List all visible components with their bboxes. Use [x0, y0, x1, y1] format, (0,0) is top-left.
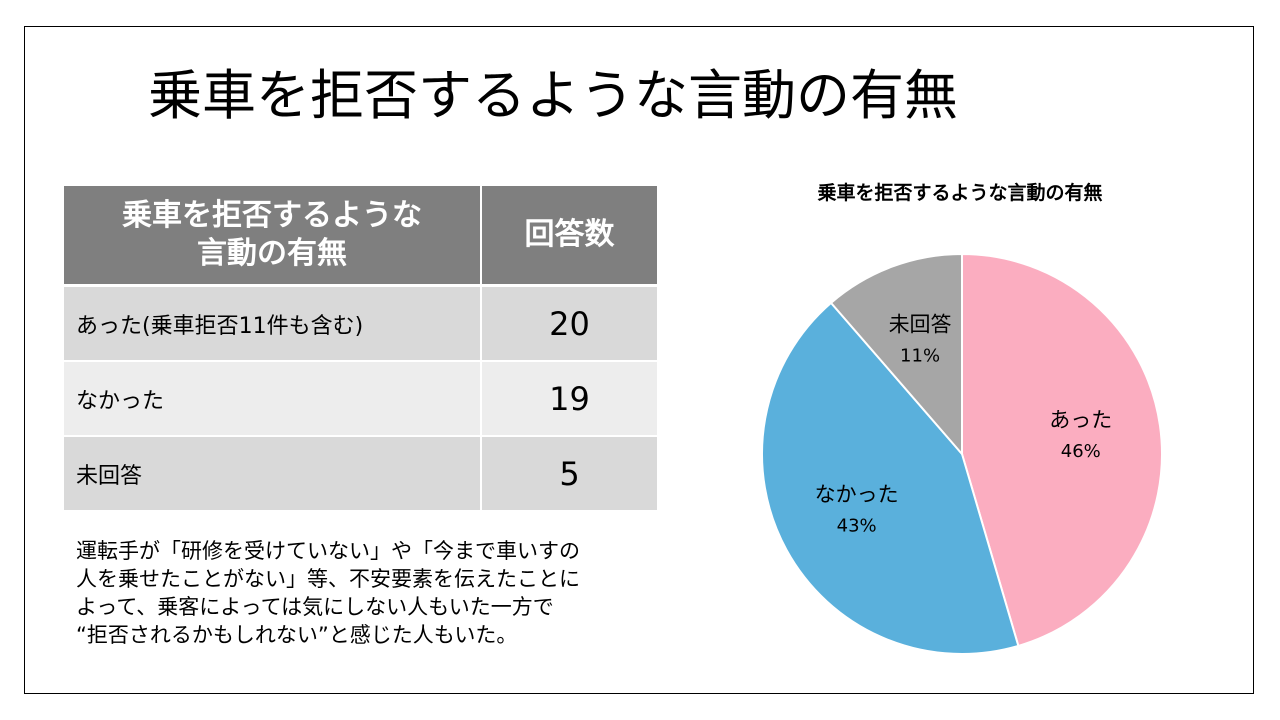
pie-slice-mikaitou — [829, 252, 963, 457]
pie-percent-mikaitou: 11% — [900, 346, 940, 367]
response-table: 乗車を拒否するような 言動の有無 回答数 あった(乗車拒否11件も含む) 20 … — [64, 186, 657, 512]
header-category: 乗車を拒否するような 言動の有無 — [64, 186, 482, 287]
header-category-line2: 言動の有無 — [197, 236, 347, 271]
note-text: 運転手が「研修を受けていない」や「今まで車いすの 人を乗せたことがない」等、不安… — [76, 539, 580, 647]
row-label: 未回答 — [64, 436, 482, 512]
table-row: 未回答 5 — [64, 436, 657, 512]
pie-slice-atta — [961, 252, 1164, 648]
chart-title: 乗車を拒否するような言動の有無 — [817, 182, 1103, 204]
slide-frame — [24, 26, 1254, 694]
pie-percent-atta: 46% — [1061, 441, 1101, 462]
row-label: なかった — [64, 361, 482, 437]
pie-label-nakatta: なかった — [815, 483, 899, 507]
header-count: 回答数 — [481, 186, 657, 287]
row-count: 20 — [481, 285, 657, 362]
table-row: なかった 19 — [64, 361, 657, 437]
pie-label-mikaitou: 未回答 — [889, 313, 952, 337]
pie-percent-nakatta: 43% — [837, 516, 877, 537]
table-header-row: 乗車を拒否するような 言動の有無 回答数 — [64, 186, 657, 287]
header-category-line1: 乗車を拒否するような — [122, 198, 422, 233]
row-count: 19 — [481, 361, 657, 437]
slide-title: 乗車を拒否するような言動の有無 — [148, 64, 958, 127]
pie-label-atta: あった — [1049, 408, 1112, 432]
row-count: 5 — [481, 436, 657, 512]
row-label: あった(乗車拒否11件も含む) — [64, 285, 482, 362]
table-row: あった(乗車拒否11件も含む) 20 — [64, 285, 657, 362]
pie-slice-nakatta — [761, 301, 1020, 656]
